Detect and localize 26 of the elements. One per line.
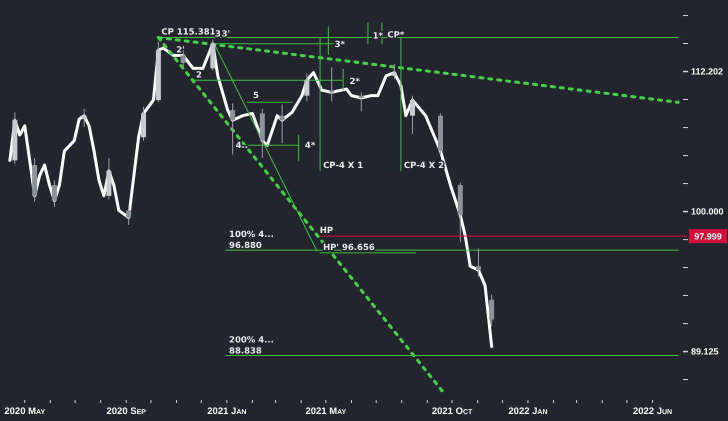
y-tick-label: 89.125 bbox=[691, 346, 719, 357]
annotation: HP bbox=[320, 226, 334, 236]
x-tick-label: 2021 May bbox=[305, 406, 347, 417]
x-tick-label: 2022 Jan bbox=[508, 406, 548, 417]
annotation: 3 bbox=[215, 29, 222, 40]
annotation: 100% 4... 96.880 bbox=[229, 230, 274, 252]
annotation: CP-4 X 1 bbox=[323, 160, 364, 171]
annotation: 2* bbox=[349, 76, 360, 87]
annotation: CP 115.381 bbox=[161, 28, 216, 38]
x-tick-label: 2022 Jun bbox=[632, 406, 672, 417]
x-tick-label: 2021 Jan bbox=[207, 406, 246, 417]
annotation: 5 bbox=[252, 91, 259, 102]
x-tick-label: 2020 May bbox=[4, 406, 46, 417]
y-tick-label: 100.000 bbox=[691, 206, 724, 217]
annotation: 4* bbox=[304, 141, 316, 152]
ref-line-label: 97.999 bbox=[694, 232, 722, 242]
annotation: 3' bbox=[222, 29, 230, 40]
x-tick-label: 2020 Sep bbox=[106, 406, 146, 417]
annotation: 200% 4... 88.838 bbox=[229, 336, 274, 357]
annotation: 2 bbox=[196, 70, 202, 80]
x-tick-label: 2021 Oct bbox=[432, 406, 474, 417]
annotation: 3* bbox=[334, 40, 346, 50]
y-tick-label: 112.202 bbox=[691, 66, 724, 77]
annotation: 2' bbox=[176, 45, 185, 56]
annotation: CP-4 X 2 bbox=[404, 160, 444, 171]
annotation: 4.. bbox=[236, 141, 248, 152]
